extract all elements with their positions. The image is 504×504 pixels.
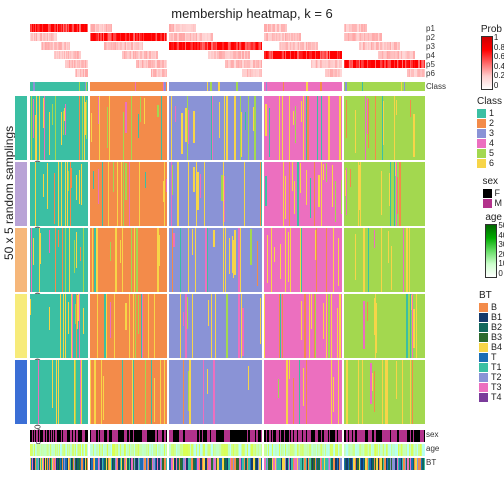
legend-bt: BTBB1B2B3B4TT1T2T3T4 — [479, 290, 502, 402]
track-label: p4 — [426, 51, 435, 60]
row-group-2: top 3000 rows — [15, 228, 27, 292]
membership-heatmap: membership heatmap, k = 6 50 x 5 random … — [0, 0, 504, 504]
plot-title: membership heatmap, k = 6 — [0, 6, 504, 21]
prob-row-p1 — [30, 24, 425, 32]
track-label: Class — [426, 82, 446, 91]
row-group-0: top 1000 rows — [15, 96, 27, 160]
row-group-1: top 2000 rows — [15, 162, 27, 226]
row-group-3: top 4000 rows — [15, 294, 27, 358]
sex-annotation — [30, 430, 425, 442]
heat-block-4 — [30, 360, 425, 424]
y-axis-label: 50 x 5 random samplings — [2, 126, 16, 260]
row-group-4: top 5000 rows — [15, 360, 27, 424]
prob-row-p2 — [30, 33, 425, 41]
legend-sex: sexFM — [483, 176, 503, 208]
track-label: p6 — [426, 69, 435, 78]
legend-class: Class123456 — [477, 96, 502, 168]
prob-row-p6 — [30, 69, 425, 77]
heat-block-0 — [30, 96, 425, 160]
track-label: p3 — [426, 42, 435, 51]
prob-row-p5 — [30, 60, 425, 68]
heat-block-3 — [30, 294, 425, 358]
age-annotation — [30, 444, 425, 456]
class-annotation — [30, 82, 425, 91]
track-label: p1 — [426, 24, 435, 33]
heat-block-1 — [30, 162, 425, 226]
track-label: sex — [426, 430, 438, 439]
track-label: p5 — [426, 60, 435, 69]
bt-annotation — [30, 458, 425, 470]
track-label: p2 — [426, 33, 435, 42]
heat-block-2 — [30, 228, 425, 292]
prob-row-p3 — [30, 42, 425, 50]
prob-row-p4 — [30, 51, 425, 59]
track-label: age — [426, 444, 439, 453]
legend-prob: Prob10.80.60.40.20 — [481, 24, 502, 90]
legend-age: age50403020100 — [485, 212, 502, 278]
track-label: BT — [426, 458, 436, 467]
